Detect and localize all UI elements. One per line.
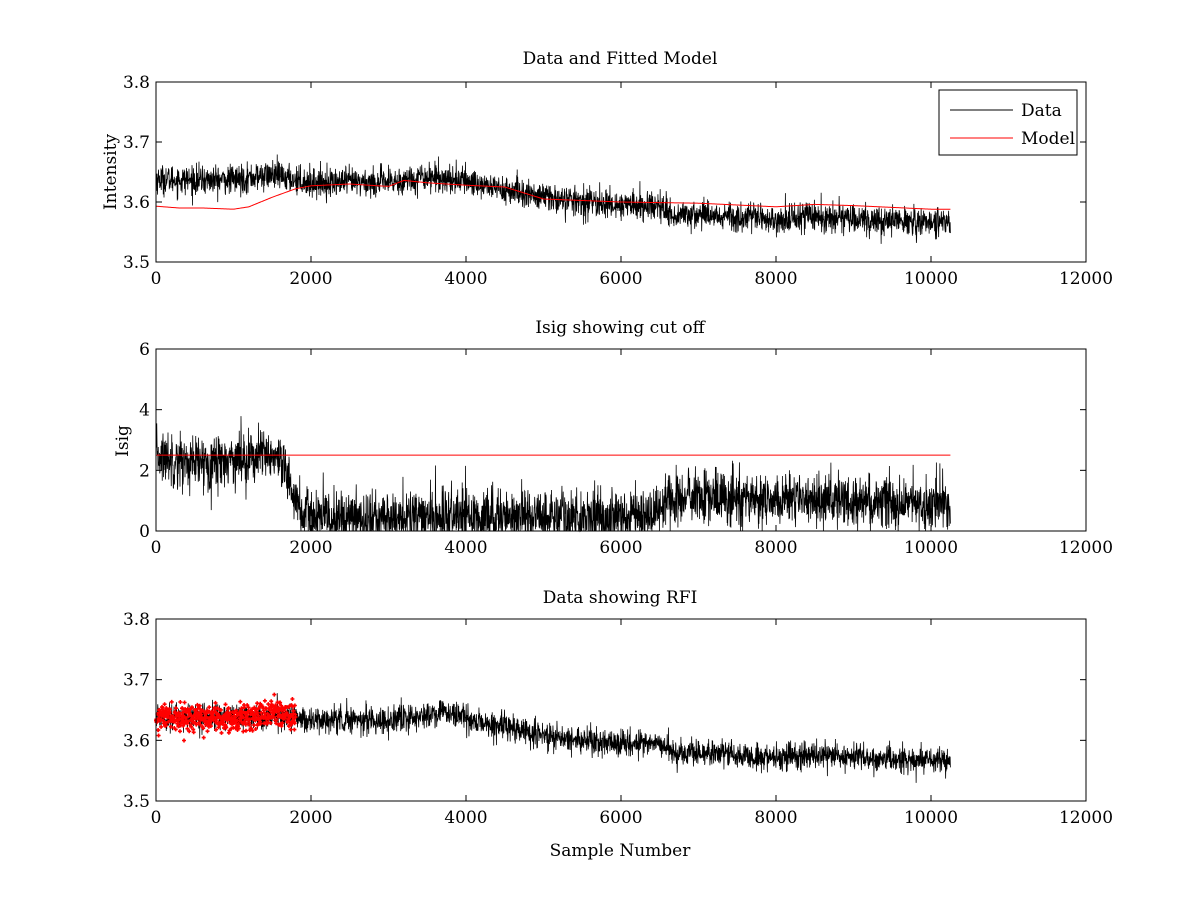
x-tick-label: 6000 xyxy=(599,269,642,289)
tick-layer: 0 2000 4000 6000 8000 10000 12000 0 2 4 6 xyxy=(139,340,1113,558)
x-tick-label: 4000 xyxy=(444,808,487,828)
x-tick-label: 0 xyxy=(151,538,162,558)
y-tick-label: 3.6 xyxy=(123,193,150,213)
y-tick-label: 6 xyxy=(139,340,150,360)
subplot-title: Data and Fitted Model xyxy=(523,49,718,69)
y-axis-label: Isig xyxy=(113,425,133,457)
tick-layer: 0 2000 4000 6000 8000 10000 12000 3.5 3.6 3.7 3.8 xyxy=(123,73,1113,289)
x-tick-label: 12000 xyxy=(1059,269,1113,289)
x-tick-label: 4000 xyxy=(444,538,487,558)
series-model xyxy=(155,179,951,210)
x-tick-label: 0 xyxy=(151,808,162,828)
x-tick-label: 2000 xyxy=(289,269,332,289)
legend-box xyxy=(938,89,1078,156)
tick-layer: 0 2000 4000 6000 8000 10000 12000 3.5 3.6 3.7 3.8 xyxy=(123,610,1113,828)
x-tick-label: 0 xyxy=(151,269,162,289)
series-layer xyxy=(155,416,951,533)
x-tick-label: 12000 xyxy=(1059,538,1113,558)
x-tick-label: 4000 xyxy=(444,269,487,289)
y-tick-label: 3.8 xyxy=(123,73,150,93)
legend-model-label: Model xyxy=(1021,129,1075,149)
y-tick-label: 3.7 xyxy=(123,671,150,691)
axes-box xyxy=(155,81,1087,263)
y-tick-label: 0 xyxy=(139,522,150,542)
subplot-isig-showing-cut-off: Isig showing cut off 0 2000 4000 6000 8000 10… xyxy=(113,318,1113,558)
x-tick-label: 6000 xyxy=(599,808,642,828)
series-layer xyxy=(155,154,951,244)
y-tick-label: 3.6 xyxy=(123,731,150,751)
y-tick-label: 2 xyxy=(139,461,150,481)
x-axis-label: Sample Number xyxy=(550,841,692,861)
subplot-title: Isig showing cut off xyxy=(535,318,706,338)
axes-box xyxy=(155,618,1087,802)
x-tick-label: 8000 xyxy=(754,269,797,289)
series-data xyxy=(155,693,951,783)
y-tick-label: 3.5 xyxy=(123,253,150,273)
subplot-title: Data showing RFI xyxy=(543,588,698,608)
subplot-data-showing-rfi: Data showing RFI 0 2000 4000 6000 8000 10000 1… xyxy=(123,588,1113,861)
series-data xyxy=(155,154,951,244)
x-tick-label: 2000 xyxy=(289,538,332,558)
x-tick-label: 12000 xyxy=(1059,808,1113,828)
subplot-data-and-fitted-model: Data and Fitted Model 0 2000 4000 6000 8000 1… xyxy=(101,49,1113,289)
x-tick-label: 2000 xyxy=(289,808,332,828)
y-tick-label: 3.7 xyxy=(123,133,150,153)
x-tick-label: 10000 xyxy=(904,808,958,828)
y-axis-label: Intensity xyxy=(101,134,121,210)
x-tick-label: 8000 xyxy=(754,808,797,828)
y-tick-label: 4 xyxy=(139,401,150,421)
x-tick-label: 8000 xyxy=(754,538,797,558)
x-tick-label: 10000 xyxy=(904,269,958,289)
axes-box xyxy=(155,348,1087,532)
legend-data-label: Data xyxy=(1021,101,1062,121)
x-tick-label: 10000 xyxy=(904,538,958,558)
series-isig xyxy=(155,416,951,533)
y-tick-label: 3.5 xyxy=(123,792,150,812)
legend: Data Model xyxy=(938,89,1078,156)
x-tick-label: 6000 xyxy=(599,538,642,558)
y-tick-label: 3.8 xyxy=(123,610,150,630)
